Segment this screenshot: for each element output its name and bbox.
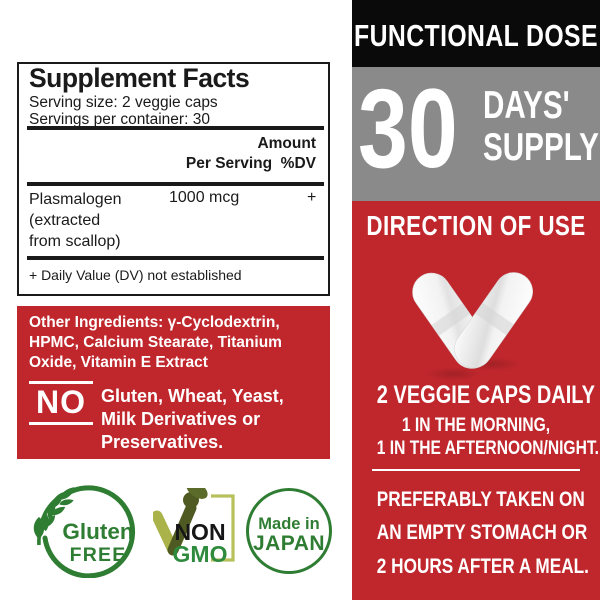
svg-text:GMO: GMO: [173, 541, 228, 567]
svg-text:JAPAN: JAPAN: [253, 532, 325, 555]
svg-text:Made in: Made in: [258, 515, 319, 533]
svg-text:FREE: FREE: [70, 544, 127, 566]
svg-text:Gluten: Gluten: [62, 519, 133, 544]
